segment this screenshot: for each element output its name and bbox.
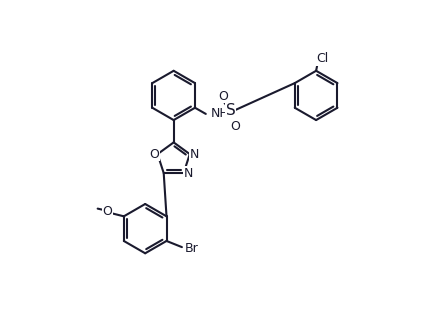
Text: O: O xyxy=(218,90,227,103)
Text: N: N xyxy=(184,166,193,180)
Text: S: S xyxy=(225,103,235,118)
Text: Cl: Cl xyxy=(316,52,328,65)
Text: N: N xyxy=(190,148,199,160)
Text: O: O xyxy=(150,148,159,160)
Text: O: O xyxy=(103,205,112,218)
Text: Br: Br xyxy=(184,242,198,255)
Text: NH: NH xyxy=(210,107,229,120)
Text: O: O xyxy=(230,120,240,133)
